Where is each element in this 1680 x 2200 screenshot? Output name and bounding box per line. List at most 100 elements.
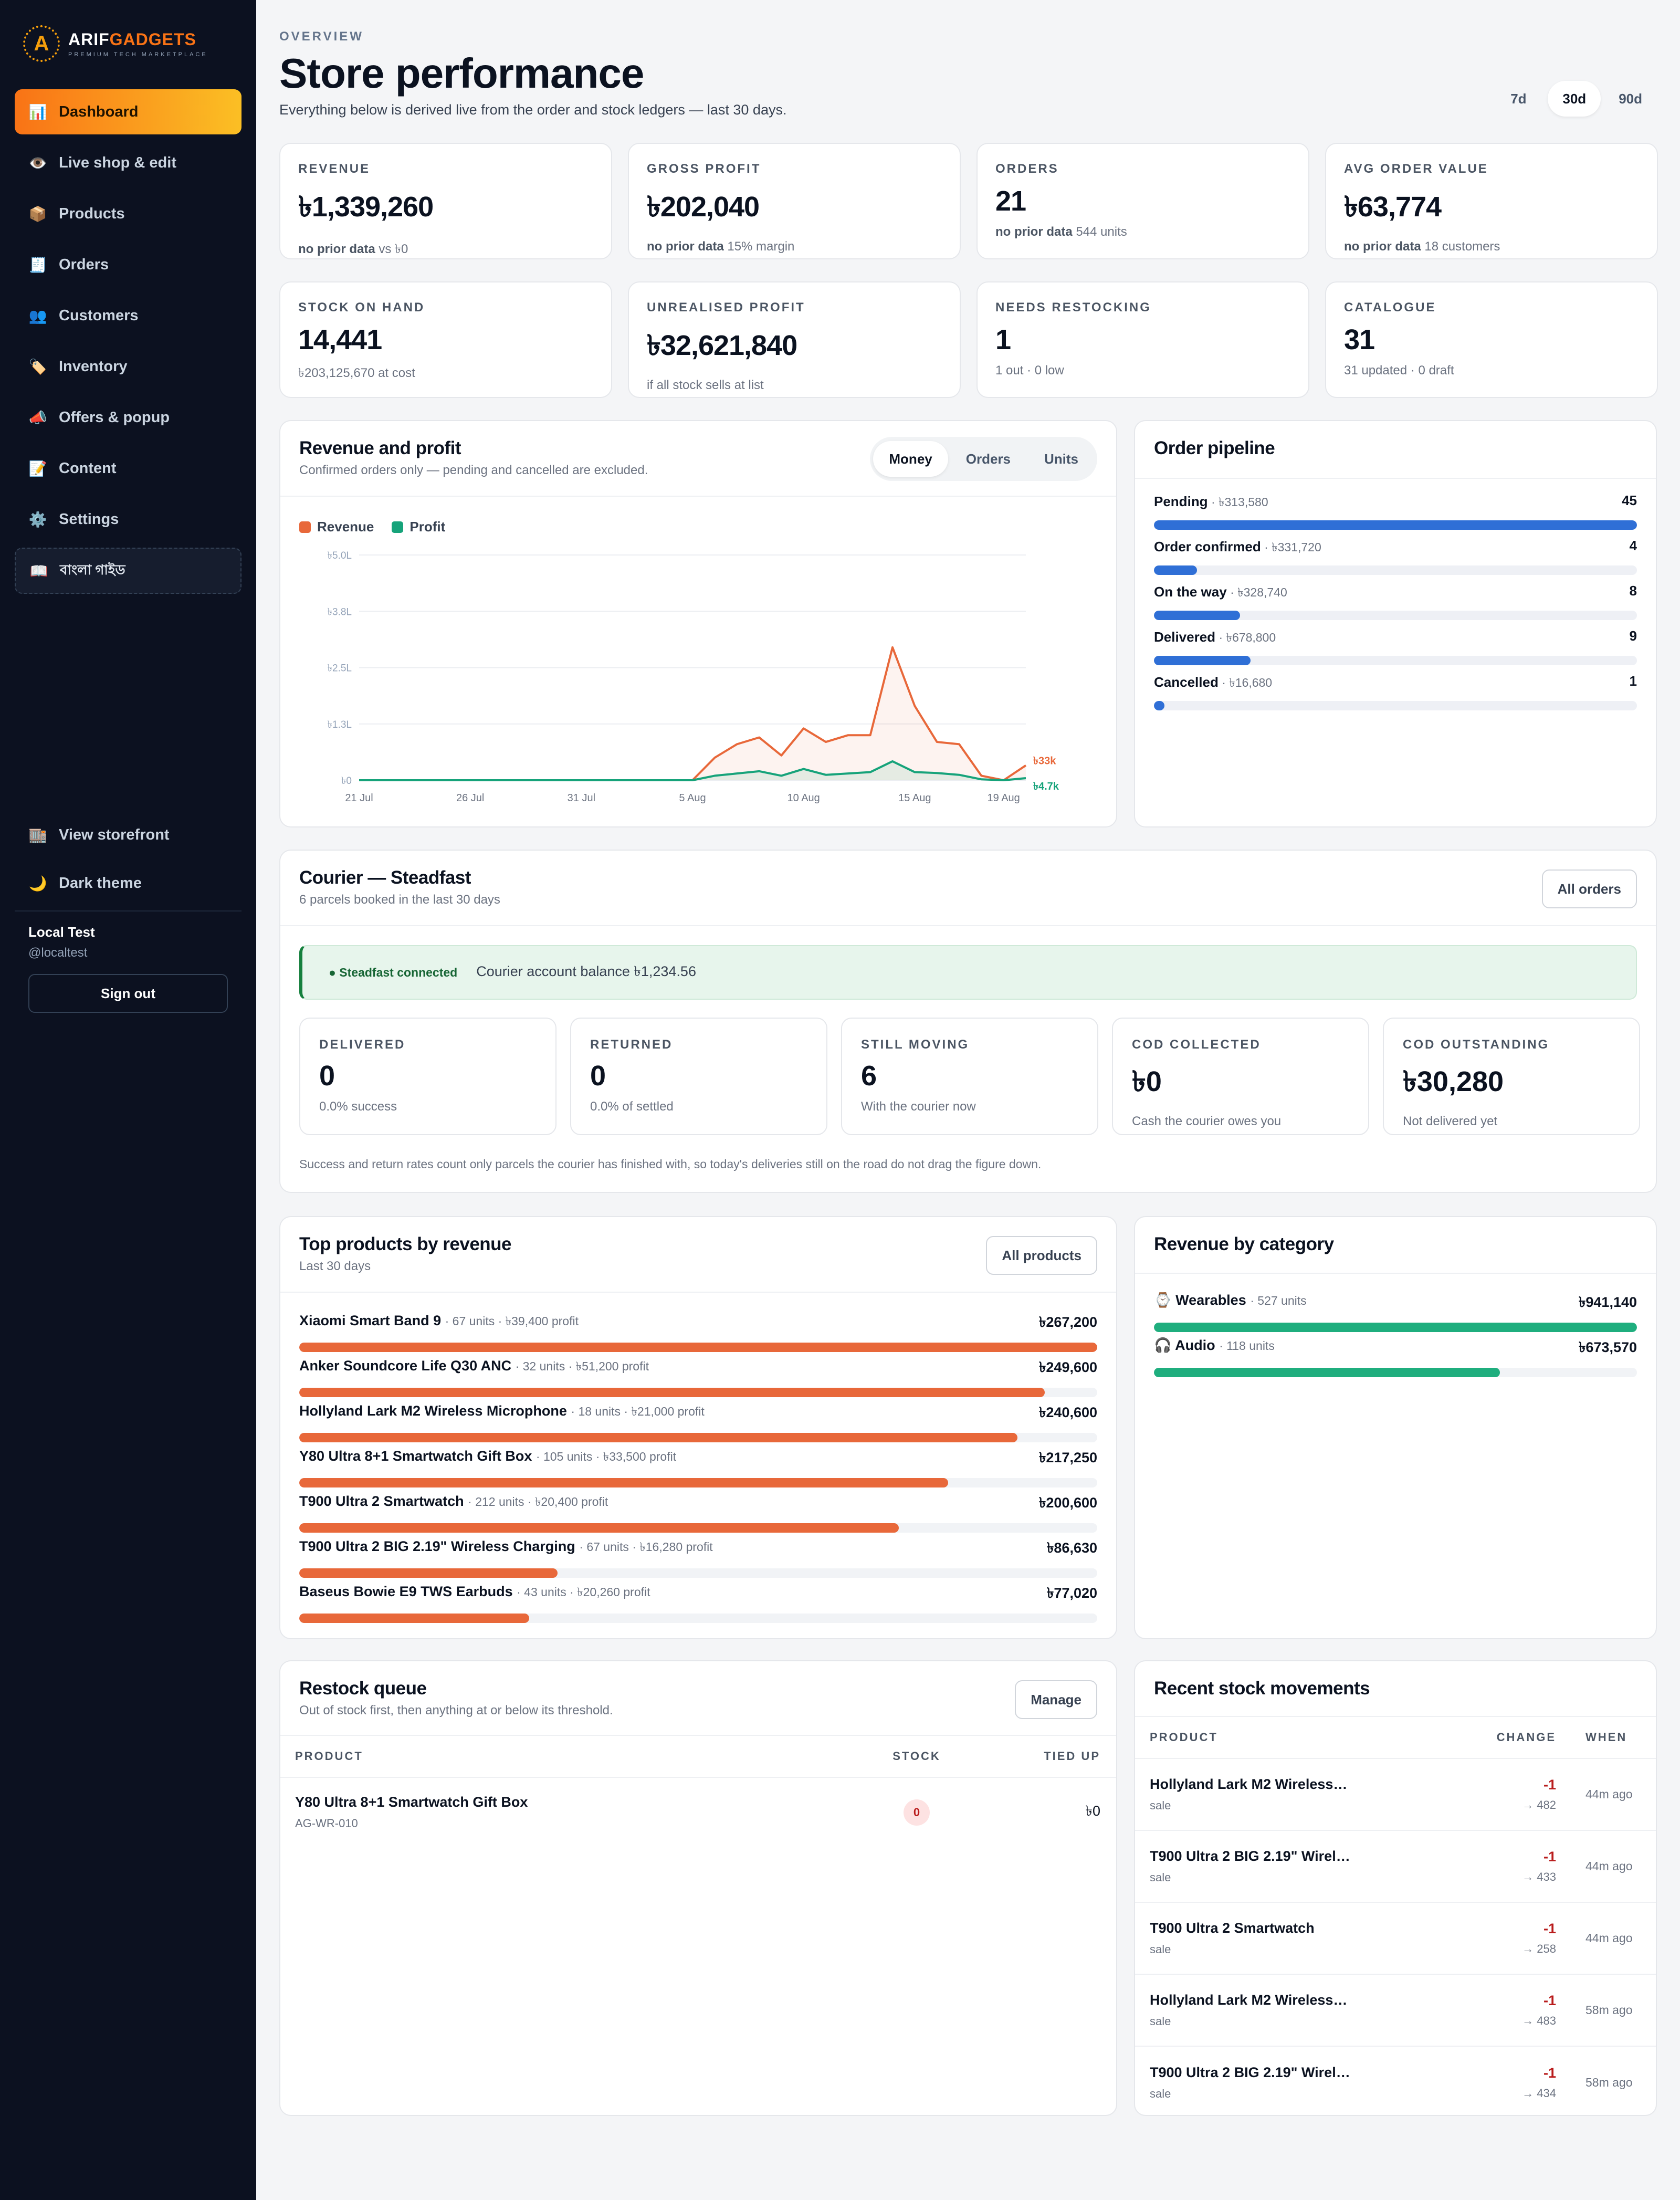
kpi-comparison: no prior data	[1344, 239, 1421, 254]
product-bar-track	[299, 1568, 1097, 1578]
category-row[interactable]: 🎧 Audio · 118 units ৳673,570	[1154, 1337, 1637, 1377]
range-30d[interactable]: 30d	[1548, 81, 1601, 117]
dark-theme-toggle[interactable]: 🌙 Dark theme	[28, 874, 142, 892]
revenue-profit-chart: ৳0 ৳1.3L ৳2.5L ৳3.8L ৳5.0L 21 Jul 26 Jul 31 Jul…	[328, 550, 1059, 804]
table-row[interactable]: T900 Ultra 2 BIG 2.19" Wirel… sale -1 → 433…	[1135, 1830, 1656, 1903]
mode-money[interactable]: Money	[873, 441, 948, 477]
mode-orders[interactable]: Orders	[950, 441, 1026, 477]
series-area-revenue	[359, 647, 1026, 780]
mode-units[interactable]: Units	[1028, 441, 1094, 477]
sidebar-item-bangla-guide[interactable]: 📖 বাংলা গাইড	[15, 548, 242, 594]
column-header[interactable]: PRODUCT	[1135, 1716, 1472, 1759]
kpi-note: 31 updated · 0 draft	[1344, 363, 1639, 378]
sidebar-item-inventory[interactable]: 🏷️ Inventory	[15, 344, 242, 389]
column-header[interactable]: TIED UP	[980, 1735, 1116, 1778]
y-tick-label: ৳3.8L	[328, 606, 352, 617]
table-row[interactable]: Hollyland Lark M2 Wireless… sale -1 → 483 58…	[1135, 1974, 1656, 2047]
pipeline-bar-track	[1154, 565, 1637, 575]
view-storefront-link[interactable]: 🏬 View storefront	[28, 826, 170, 843]
pipeline-row[interactable]: Cancelled · ৳16,680 1	[1154, 673, 1637, 710]
divider	[15, 910, 242, 912]
sidebar-item-products[interactable]: 📦 Products	[15, 191, 242, 236]
sidebar-item-dashboard[interactable]: 📊 Dashboard	[15, 89, 242, 134]
range-90d[interactable]: 90d	[1604, 81, 1657, 117]
pipeline-row[interactable]: On the way · ৳328,740 8	[1154, 583, 1637, 620]
product-label: Baseus Bowie E9 TWS Earbuds · 43 units ·…	[299, 1583, 650, 1606]
memo-icon: 📝	[28, 460, 47, 477]
range-7d[interactable]: 7d	[1492, 81, 1545, 117]
pipeline-row[interactable]: Order confirmed · ৳331,720 4	[1154, 538, 1637, 575]
product-bar-fill	[299, 1523, 899, 1533]
stat-note: 0.0% of settled	[590, 1099, 674, 1114]
category-bar-track	[1154, 1323, 1637, 1332]
product-row[interactable]: Y80 Ultra 8+1 Smartwatch Gift Box · 105 …	[299, 1447, 1097, 1487]
product-bar-fill	[299, 1614, 529, 1623]
product-row[interactable]: Baseus Bowie E9 TWS Earbuds · 43 units ·…	[299, 1583, 1097, 1623]
sidebar-item-settings[interactable]: ⚙️ Settings	[15, 497, 242, 542]
table-row[interactable]: T900 Ultra 2 BIG 2.19" Wirel… sale -1 → 434…	[1135, 2046, 1656, 2118]
product-bar-fill	[299, 1568, 558, 1578]
sidebar-item-live-shop-edit[interactable]: 👁️ Live shop & edit	[15, 140, 242, 185]
series-line-profit[interactable]	[359, 760, 1026, 781]
product-row[interactable]: Hollyland Lark M2 Wireless Microphone · …	[299, 1402, 1097, 1442]
kpi-detail: 1 out · 0 low	[995, 363, 1064, 378]
restock-table: PRODUCT STOCK TIED UP Y80 Ultra 8+1 Smar…	[280, 1735, 1116, 1847]
sidebar-item-orders[interactable]: 🧾 Orders	[15, 242, 242, 287]
pipeline-row[interactable]: Delivered · ৳678,800 9	[1154, 628, 1637, 665]
product-name: Hollyland Lark M2 Wireless…	[1150, 1992, 1348, 2008]
column-header[interactable]: STOCK	[854, 1735, 980, 1778]
product-revenue: ৳217,250	[1038, 1450, 1097, 1465]
kpi-label: NEEDS RESTOCKING	[995, 300, 1151, 315]
product-bar-track	[299, 1478, 1097, 1487]
table-row[interactable]: T900 Ultra 2 Smartwatch sale -1 → 258 44m ag…	[1135, 1902, 1656, 1975]
product-meta: · 43 units · ৳20,260 profit	[517, 1585, 650, 1599]
kpi-value: 14,441	[298, 324, 382, 355]
movement-reason: sale	[1150, 1871, 1171, 1884]
pipeline-row[interactable]: Pending · ৳313,580 45	[1154, 493, 1637, 530]
product-row[interactable]: T900 Ultra 2 BIG 2.19" Wireless Charging…	[299, 1537, 1097, 1578]
product-meta: · 105 units · ৳33,500 profit	[536, 1450, 677, 1463]
restock-queue-card: Restock queue Out of stock first, then a…	[279, 1660, 1117, 2116]
kpi-value: ৳32,621,840	[647, 330, 797, 361]
stat-value: 0	[590, 1060, 606, 1092]
kpi-note: if all stock sells at list	[647, 378, 942, 393]
pipeline-separator: ·	[1261, 540, 1272, 554]
x-tick-label: 15 Aug	[898, 792, 931, 804]
all-orders-button[interactable]: All orders	[1541, 869, 1637, 908]
card-subtitle: 6 parcels booked in the last 30 days	[299, 893, 500, 907]
brand-logo[interactable]: A ARIFGADGETS PREMIUM TECH MARKETPLACE	[23, 25, 208, 62]
manage-button[interactable]: Manage	[1015, 1680, 1097, 1719]
kpi-comparison: no prior data	[995, 225, 1073, 239]
column-header[interactable]: WHEN	[1567, 1716, 1656, 1759]
sign-out-button[interactable]: Sign out	[28, 974, 228, 1013]
sidebar-item-content[interactable]: 📝 Content	[15, 446, 242, 491]
kpi-value: 21	[995, 185, 1026, 217]
pipeline-bar-fill	[1154, 611, 1240, 620]
column-header[interactable]: PRODUCT	[280, 1735, 854, 1778]
sidebar-item-label: Customers	[59, 307, 139, 324]
category-row[interactable]: ⌚ Wearables · 527 units ৳941,140	[1154, 1292, 1637, 1332]
table-row[interactable]: Hollyland Lark M2 Wireless… sale -1 → 482 44…	[1135, 1758, 1656, 1831]
table-row[interactable]: Y80 Ultra 8+1 Smartwatch Gift Box AG-WR-0…	[280, 1777, 1116, 1847]
tied-up-value: ৳0	[1085, 1803, 1100, 1819]
product-row[interactable]: Anker Soundcore Life Q30 ANC · 32 units …	[299, 1357, 1097, 1397]
pipeline-bar-fill	[1154, 701, 1165, 710]
stat-label: STILL MOVING	[861, 1038, 970, 1052]
category-name: Audio	[1175, 1337, 1215, 1353]
chart-mode-toggle: Money Orders Units	[870, 437, 1097, 481]
product-sku: AG-WR-010	[295, 1817, 358, 1830]
product-label: Xiaomi Smart Band 9 · 67 units · ৳39,400…	[299, 1312, 579, 1335]
sidebar-item-customers[interactable]: 👥 Customers	[15, 293, 242, 338]
sidebar-item-offers-popup[interactable]: 📣 Offers & popup	[15, 395, 242, 440]
column-header[interactable]: CHANGE	[1472, 1716, 1567, 1759]
change-cell: -1 → 433	[1472, 1830, 1567, 1903]
kpi-note: no prior data 18 customers	[1344, 239, 1639, 254]
product-row[interactable]: Xiaomi Smart Band 9 · 67 units · ৳39,400…	[299, 1312, 1097, 1352]
legend-item[interactable]: Profit	[392, 519, 445, 535]
kpi-value: ৳202,040	[647, 191, 760, 223]
product-row[interactable]: T900 Ultra 2 Smartwatch · 212 units · ৳2…	[299, 1492, 1097, 1533]
all-products-button[interactable]: All products	[986, 1236, 1097, 1275]
gear-icon: ⚙️	[28, 511, 47, 528]
legend-item[interactable]: Revenue	[299, 519, 374, 535]
legend-swatch	[392, 521, 404, 533]
